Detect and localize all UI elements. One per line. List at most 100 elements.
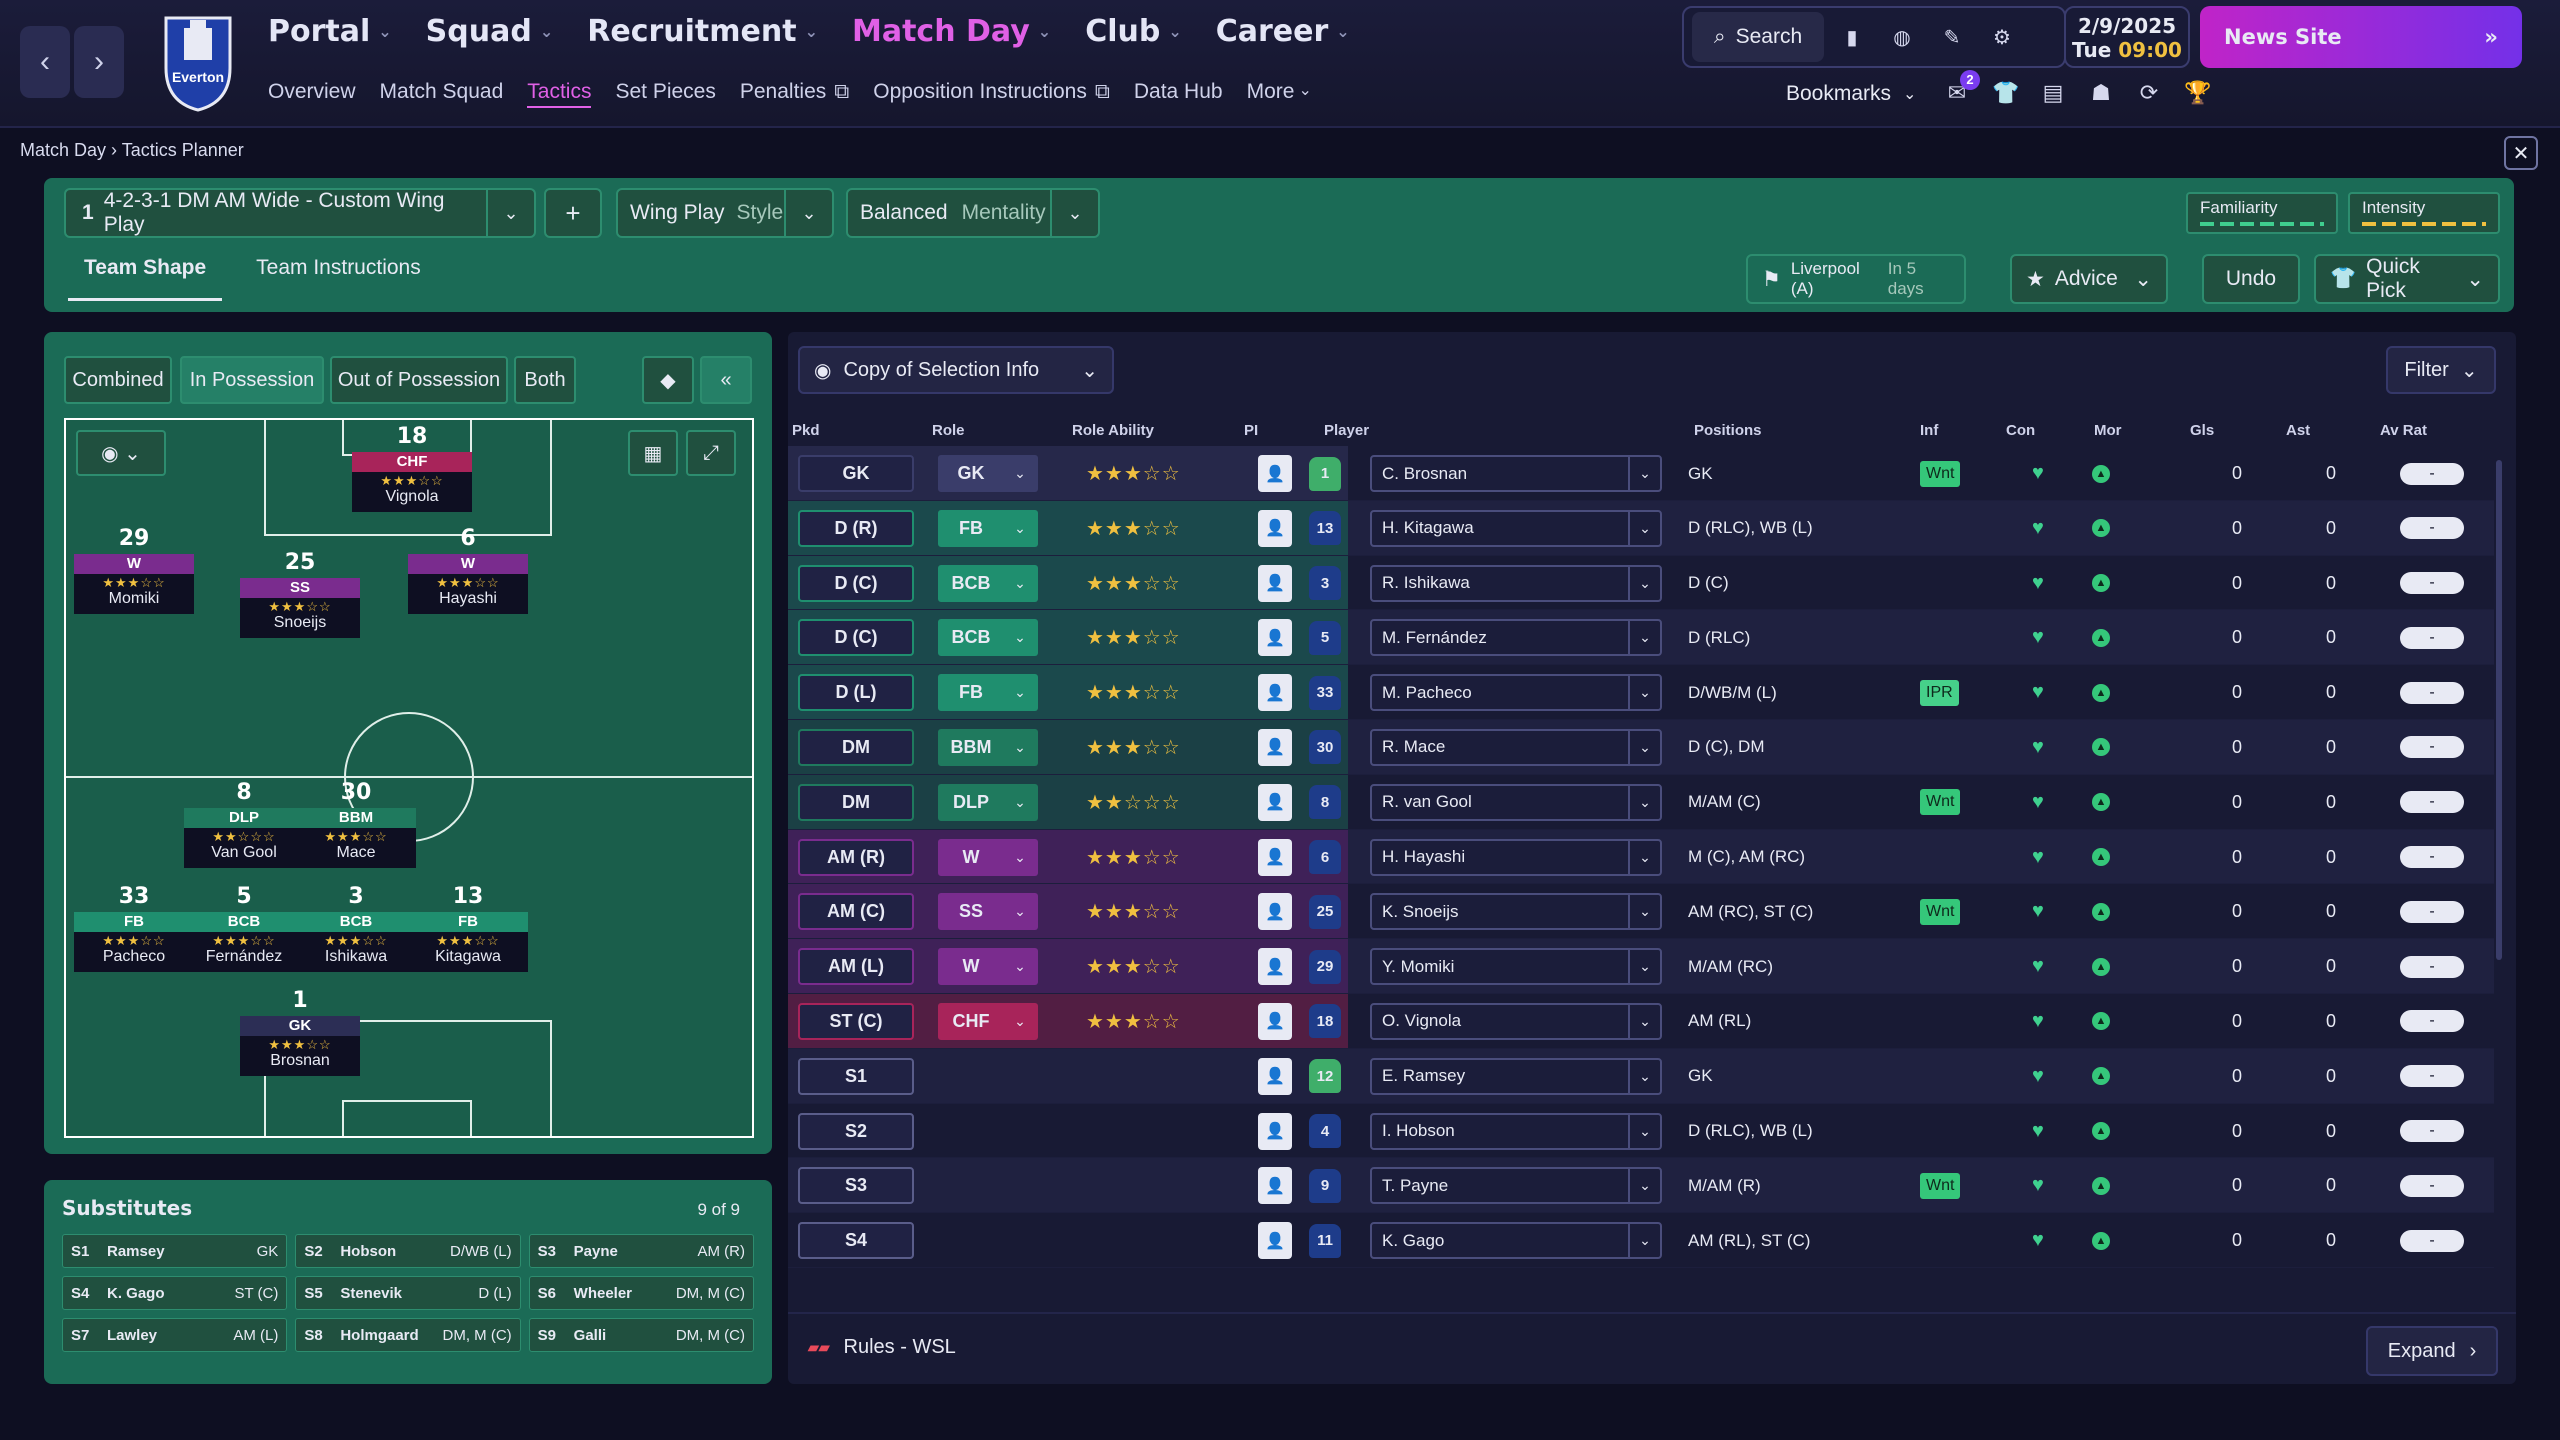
pitch-player-ishikawa[interactable]: 3 BCB ★★★☆☆ Ishikawa — [296, 882, 416, 972]
column-header-pkd[interactable]: Pkd — [792, 422, 820, 439]
pitch-player-brosnan[interactable]: 1 GK ★★★☆☆ Brosnan — [240, 986, 360, 1076]
picked-position[interactable]: ST (C) — [798, 1002, 914, 1040]
substitute-slot[interactable]: S8 Holmgaard DM, M (C) — [295, 1318, 521, 1352]
picked-position[interactable]: S2 — [798, 1112, 914, 1150]
globe-icon[interactable]: ◍ — [1893, 26, 1911, 49]
player-instructions-icon[interactable]: 👤 — [1258, 893, 1292, 931]
substitute-slot[interactable]: S2 Hobson D/WB (L) — [295, 1234, 521, 1268]
settings-gear-icon[interactable]: ⚙ — [1993, 26, 2011, 49]
player-instructions-icon[interactable]: 👤 — [1258, 564, 1292, 602]
tab-team-shape[interactable]: Team Shape — [68, 250, 223, 301]
column-header-gls[interactable]: Gls — [2190, 422, 2215, 439]
player-select[interactable]: T. Payne ⌄ — [1370, 1167, 1662, 1205]
subnav-match-squad[interactable]: Match Squad — [379, 80, 504, 103]
column-header-pi[interactable]: PI — [1244, 422, 1259, 439]
pitch-player-kitagawa[interactable]: 13 FB ★★★☆☆ Kitagawa — [408, 882, 528, 972]
picked-position[interactable]: D (C) — [798, 564, 914, 602]
picked-position[interactable]: D (L) — [798, 674, 914, 712]
pitch-player-pacheco[interactable]: 33 FB ★★★☆☆ Pacheco — [74, 882, 194, 972]
role-select[interactable]: SS ⌄ — [938, 893, 1038, 931]
subnav-overview[interactable]: Overview — [268, 80, 356, 103]
player-select[interactable]: M. Fernández ⌄ — [1370, 619, 1662, 657]
player-select[interactable]: R. Mace ⌄ — [1370, 728, 1662, 766]
tab-team-instructions[interactable]: Team Instructions — [256, 256, 421, 279]
staff-icon[interactable]: ☗ — [2091, 80, 2111, 105]
player-instructions-icon[interactable]: 👤 — [1258, 509, 1292, 547]
mode-tab-both[interactable]: Both — [514, 356, 576, 404]
player-instructions-icon[interactable]: 👤 — [1258, 783, 1292, 821]
refresh-icon[interactable]: ⟳ — [2139, 80, 2159, 105]
column-header-con[interactable]: Con — [2006, 422, 2036, 439]
player-select[interactable]: O. Vignola ⌄ — [1370, 1002, 1662, 1040]
inbox-icon[interactable]: ✉ 2 — [1944, 70, 1980, 106]
subnav-more[interactable]: More — [1246, 80, 1295, 103]
expand-button[interactable]: Expand › — [2366, 1326, 2498, 1376]
role-select[interactable]: CHF ⌄ — [938, 1002, 1038, 1040]
substitute-slot[interactable]: S4 K. Gago ST (C) — [62, 1276, 288, 1310]
bookmarks-dropdown[interactable]: Bookmarks ⌄ — [1786, 82, 1916, 106]
picked-position[interactable]: GK — [798, 455, 914, 492]
pitch-player-snoeijs[interactable]: 25 SS ★★★☆☆ Snoeijs — [240, 548, 360, 638]
player-instructions-icon[interactable]: 👤 — [1258, 1002, 1292, 1040]
filter-button[interactable]: Filter ⌄ — [2386, 346, 2496, 394]
nav-match-day[interactable]: Match Day ⌄ — [852, 14, 1051, 49]
quick-pick-button[interactable]: 👕 Quick Pick ⌄ — [2314, 254, 2500, 304]
player-select[interactable]: K. Snoeijs ⌄ — [1370, 893, 1662, 931]
mode-tab-out-of-possession[interactable]: Out of Possession — [330, 356, 508, 404]
role-select[interactable]: FB ⌄ — [938, 509, 1038, 547]
role-select[interactable]: W ⌄ — [938, 948, 1038, 986]
player-instructions-icon[interactable]: 👤 — [1258, 1167, 1292, 1205]
column-header-positions[interactable]: Positions — [1694, 422, 1762, 439]
column-header-inf[interactable]: Inf — [1920, 422, 1939, 439]
intensity-meter[interactable]: Intensity — [2348, 192, 2500, 234]
competition-rules[interactable]: ▰▰ Rules - WSL — [808, 1336, 956, 1359]
player-select[interactable]: H. Hayashi ⌄ — [1370, 838, 1662, 876]
expand-pitch-button[interactable]: ⤢ — [686, 430, 736, 476]
player-select[interactable]: R. Ishikawa ⌄ — [1370, 564, 1662, 602]
view-options-button[interactable]: ◉ ⌄ — [76, 430, 166, 476]
picked-position[interactable]: AM (R) — [798, 838, 914, 876]
player-instructions-icon[interactable]: 👤 — [1258, 619, 1292, 657]
back-button[interactable]: ‹ — [20, 26, 70, 98]
clipboard-icon[interactable]: ▤ — [2042, 80, 2064, 105]
player-instructions-icon[interactable]: 👤 — [1258, 838, 1292, 876]
role-select[interactable]: BCB ⌄ — [938, 564, 1038, 602]
nav-recruitment[interactable]: Recruitment ⌄ — [587, 14, 818, 49]
selection-view-select[interactable]: ◉ Copy of Selection Info ⌄ — [798, 346, 1114, 394]
pencil-icon[interactable]: ✎ — [1943, 26, 1961, 49]
mode-tab-in-possession[interactable]: In Possession — [180, 356, 324, 404]
role-select[interactable]: BBM ⌄ — [938, 728, 1038, 766]
mentality-select[interactable]: Balanced Mentality ⌄ — [846, 188, 1100, 238]
player-instructions-icon[interactable]: 👤 — [1258, 1112, 1292, 1150]
news-site-button[interactable]: News Site » — [2200, 6, 2522, 68]
picked-position[interactable]: S3 — [798, 1167, 914, 1205]
column-header-mor[interactable]: Mor — [2094, 422, 2122, 439]
player-instructions-icon[interactable]: 👤 — [1258, 674, 1292, 712]
mode-tab-combined[interactable]: Combined — [64, 356, 172, 404]
table-scrollbar[interactable] — [2496, 460, 2502, 960]
next-match-info[interactable]: ⚑ Liverpool (A) In 5 days — [1746, 254, 1966, 304]
player-select[interactable]: K. Gago ⌄ — [1370, 1222, 1662, 1260]
forward-button[interactable]: › — [74, 26, 124, 98]
player-select[interactable]: H. Kitagawa ⌄ — [1370, 509, 1662, 547]
player-select[interactable]: Y. Momiki ⌄ — [1370, 948, 1662, 986]
role-select[interactable]: FB ⌄ — [938, 674, 1038, 712]
pitch-player-momiki[interactable]: 29 W ★★★☆☆ Momiki — [74, 524, 194, 614]
column-header-ast[interactable]: Ast — [2286, 422, 2311, 439]
player-instructions-icon[interactable]: 👤 — [1258, 1222, 1292, 1260]
pitch-player-vangool[interactable]: 8 DLP ★★☆☆☆ Van Gool — [184, 778, 304, 868]
pitch-player-mace[interactable]: 30 BBM ★★★☆☆ Mace — [296, 778, 416, 868]
advice-button[interactable]: ★ Advice ⌄ — [2010, 254, 2168, 304]
undo-button[interactable]: Undo — [2202, 254, 2300, 304]
player-instructions-icon[interactable]: 👤 — [1258, 455, 1292, 492]
subnav-penalties[interactable]: Penalties — [739, 80, 827, 103]
club-crest-logo[interactable]: Everton — [146, 10, 250, 114]
diamond-toggle-button[interactable]: ◆ — [642, 356, 694, 404]
player-select[interactable]: R. van Gool ⌄ — [1370, 783, 1662, 821]
notebook-icon[interactable]: ▮ — [1846, 26, 1858, 49]
nav-career[interactable]: Career ⌄ — [1216, 14, 1350, 49]
pitch-player-vignola[interactable]: 18 CHF ★★★☆☆ Vignola — [352, 422, 472, 512]
player-select[interactable]: C. Brosnan ⌄ — [1370, 455, 1662, 492]
column-header-role[interactable]: Role — [932, 422, 965, 439]
role-select[interactable]: GK ⌄ — [938, 455, 1038, 492]
